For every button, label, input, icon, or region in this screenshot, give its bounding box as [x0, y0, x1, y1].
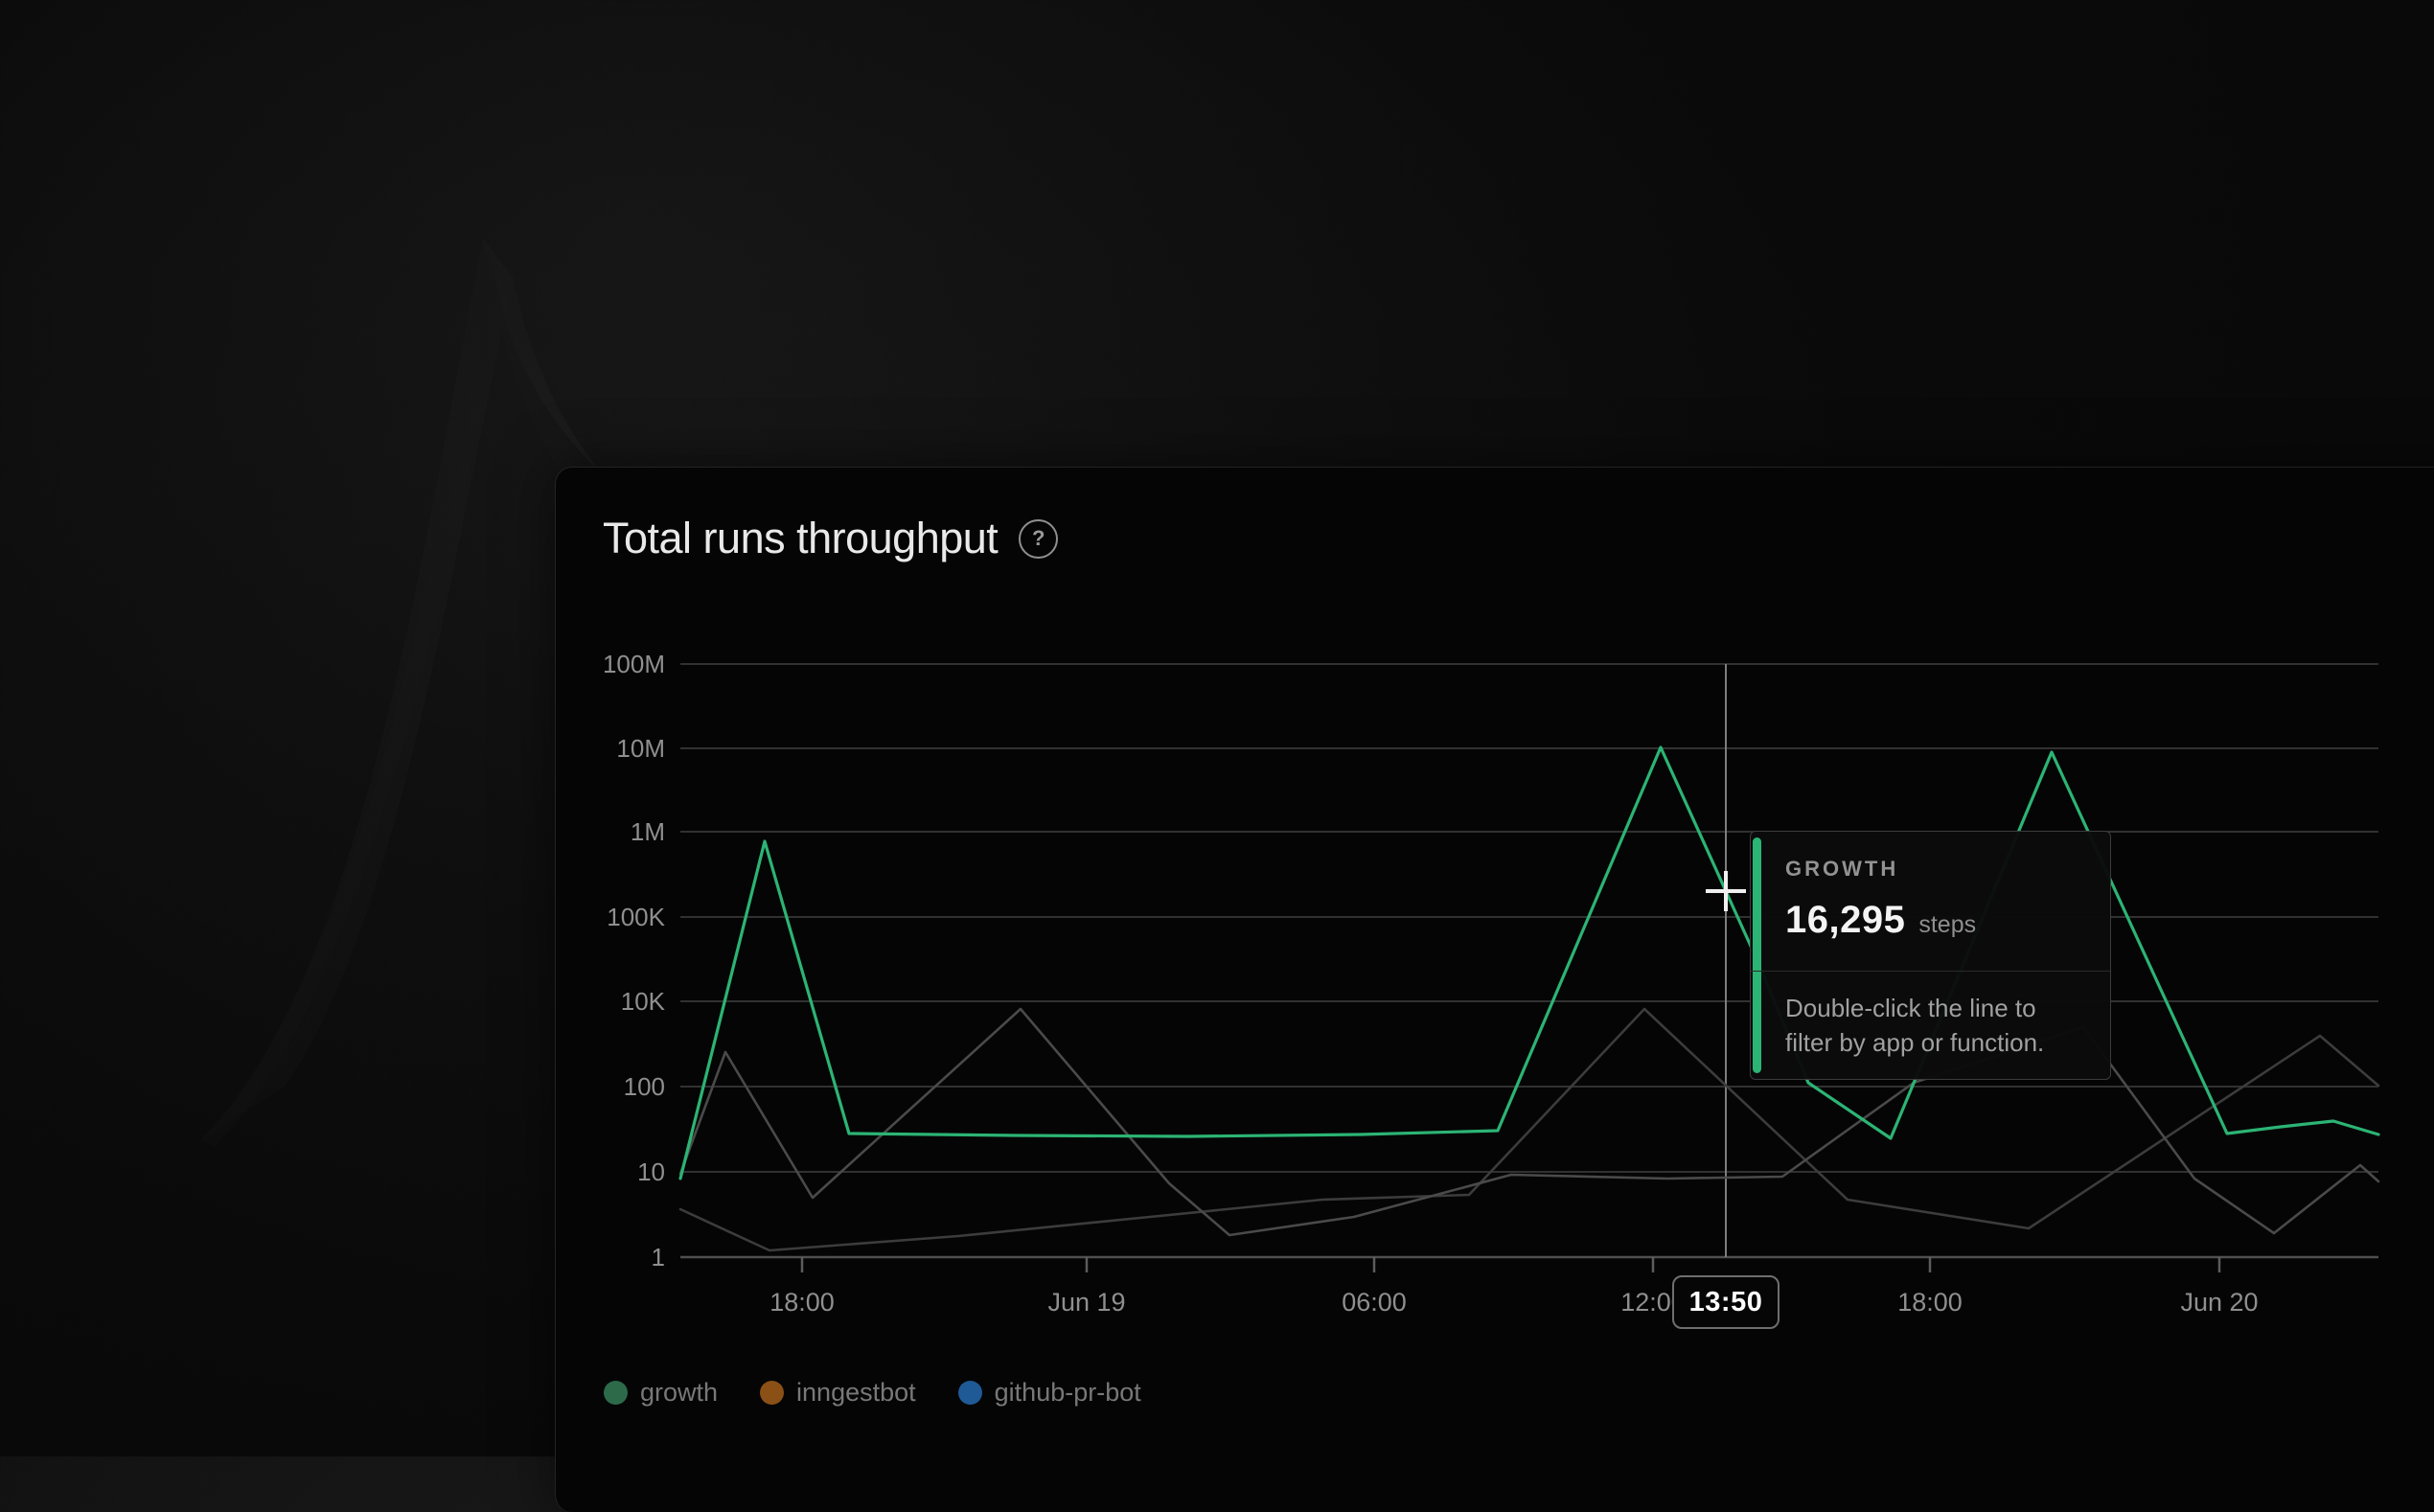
tooltip-body: GROWTH 16,295 steps [1785, 857, 2087, 942]
tooltip-series-name: GROWTH [1785, 857, 1899, 881]
tooltip-divider [1751, 971, 2110, 972]
x-axis-label: 18:00 [1897, 1288, 1963, 1317]
legend-dot-icon [760, 1381, 785, 1405]
y-axis-label-1: 1 [652, 1243, 665, 1271]
legend-label: github-pr-bot [994, 1378, 1141, 1407]
chart-tooltip: GROWTH 16,295 steps Double-click the lin… [1750, 831, 2111, 1080]
y-axis-label-100K: 100K [607, 903, 665, 931]
tooltip-value: 16,295 [1785, 899, 1906, 941]
y-axis-label-100M: 100M [603, 650, 665, 678]
tooltip-unit: steps [1918, 911, 1977, 938]
legend-label: growth [640, 1378, 719, 1407]
chart-title: Total runs throughput [603, 514, 999, 562]
chart-legend: growth inngestbot github-pr-bot [604, 1378, 1141, 1408]
tooltip-hint: Double-click the line to filter by app o… [1785, 994, 2045, 1057]
series-line-inngestbot[interactable] [678, 1007, 2380, 1237]
x-axis-label: 06:00 [1342, 1288, 1407, 1317]
legend-dot-icon [957, 1381, 982, 1405]
x-axis-label: 18:00 [769, 1288, 835, 1317]
y-axis-label-10: 10 [637, 1157, 665, 1186]
y-axis-label-100: 100 [624, 1072, 665, 1101]
series-line-growth[interactable] [678, 745, 2380, 1180]
legend-dot-icon [604, 1381, 628, 1405]
card-header: Total runs throughput ? [603, 514, 1059, 563]
crosshair-time-badge: 13:50 [1672, 1275, 1780, 1329]
legend-item-github-pr-bot[interactable]: github-pr-bot [957, 1378, 1141, 1408]
legend-item-growth[interactable]: growth [604, 1378, 718, 1408]
y-axis-label-10M: 10M [616, 734, 665, 763]
legend-item-inngestbot[interactable]: inngestbot [760, 1378, 916, 1408]
legend-label: inngestbot [796, 1378, 916, 1407]
y-axis-label-10K: 10K [621, 987, 666, 1016]
x-axis-label: Jun 20 [2180, 1288, 2258, 1317]
help-icon[interactable]: ? [1019, 518, 1059, 559]
chart-card [555, 467, 2434, 1512]
y-axis-label-1M: 1M [631, 817, 665, 846]
tooltip-accent-bar [1753, 837, 1761, 1073]
x-axis-label: Jun 19 [1047, 1288, 1125, 1317]
series-line-github-pr-bot[interactable] [678, 1007, 2380, 1252]
